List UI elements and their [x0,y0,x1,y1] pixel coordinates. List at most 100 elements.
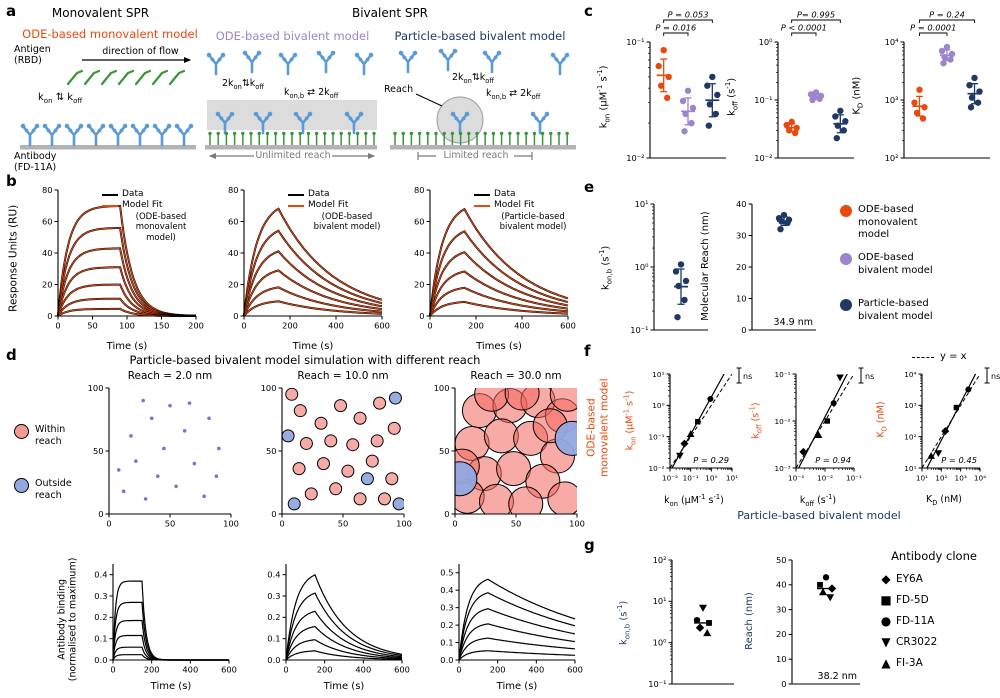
dotplot-molecular-reach: 0 10 20 30 40 34.9 nm [722,196,822,338]
legend-item-label: ODE-based monovalent model [858,204,918,240]
svg-text:200: 200 [490,665,506,675]
unlimited-reach-label: Unlimited reach [255,150,331,161]
sensor-surface-left [20,145,196,150]
chart-b3: 0 20 40 60 80 0 200 400 600 [414,185,576,331]
particle-positions-reach-10: 0 50 100 0 50 100 [258,383,412,534]
svg-text:100: 100 [434,383,450,393]
svg-text:60: 60 [42,216,53,226]
svg-text:10²: 10² [904,432,916,441]
svg-text:0.4: 0.4 [267,569,280,579]
svg-text:80: 80 [228,185,239,195]
legend-item-label: ODE-based bivalent model [858,252,933,276]
svg-text:600: 600 [394,665,410,675]
outside-reach-circle-icon [14,478,29,493]
chart-d3s: 0 50 100 0 50 100 [434,383,585,529]
direction-of-flow-label: direction of flow [102,46,179,57]
svg-text:P < 0.0001: P < 0.0001 [781,23,827,33]
panel-label-g: g [584,536,595,554]
dotplot-konb-clones: 10⁻¹ 10⁰ 10¹ 10² [636,552,740,692]
svg-text:400: 400 [355,665,371,675]
svg-text:10⁻¹: 10⁻¹ [648,679,666,689]
binding-curves-reach-2: 0.0 0.1 0.2 0.3 0.4 0 200 400 600 [85,558,237,680]
within-reach-label: Within reach [35,424,66,447]
svg-text:10¹: 10¹ [904,464,916,473]
svg-text:10⁻¹: 10⁻¹ [648,432,664,441]
svg-text:100: 100 [88,383,104,393]
svg-text:200: 200 [468,321,484,331]
panel-label-e: e [584,178,595,196]
panel-d-binding-ylabel: Antibody binding (normalised to maximum) [56,557,79,682]
f3-xlabel: KD (nM) [925,494,962,507]
svg-text:0: 0 [106,519,111,529]
antibody-fd11a-label: Antibody (FD-11A) [14,151,57,174]
svg-text:600: 600 [221,665,237,675]
legend-item-label: Particle-based bivalent model [858,298,933,322]
svg-text:0.2: 0.2 [440,620,453,630]
svg-text:0.2: 0.2 [94,612,107,622]
chart-d3c: 0.0 0.1 0.2 0.3 0.4 0.5 0 200 400 600 [440,564,583,675]
chart-f1: P = 0.29 ns 10⁻² 10⁻¹ 10⁰ 10¹ 10⁻² 10⁻¹ 10⁰ 10¹ [648,367,752,483]
legend-data-label: Data [494,189,516,199]
chart-g2: 0 10 20 30 40 50 38.2 nm [776,555,860,689]
svg-text:0: 0 [110,665,115,675]
svg-text:200: 200 [282,321,298,331]
svg-text:0: 0 [55,321,60,331]
legend-item-ey6a: ◆ EY6A [876,572,923,586]
svg-text:10: 10 [736,293,747,303]
svg-text:0: 0 [444,509,449,519]
svg-text:400: 400 [182,665,198,675]
legend-outside-reach: Outside reach [14,478,86,502]
svg-text:10⁻¹: 10⁻¹ [846,474,862,483]
svg-text:200: 200 [317,665,333,675]
legend-b3: Data Model Fit (Particle-based bivalent … [474,189,574,233]
reach-10-title: Reach = 10.0 nm [297,370,389,382]
svg-text:10⁰: 10⁰ [759,37,774,47]
chart-b1: 0 20 40 60 80 0 50 100 150 200 [42,185,204,331]
b1-xlabel: Time (s) [106,341,148,352]
d1-time-label: Time (s) [150,681,192,692]
particle-positions-reach-30: 0 50 100 0 50 100 [431,383,585,534]
svg-text:10⁰: 10⁰ [653,637,668,647]
chart-g1: 10⁻¹ 10⁰ 10¹ 10² [648,555,734,689]
e2-ylabel: Molecular Reach (nm) [700,211,711,321]
svg-text:0.0: 0.0 [440,655,453,665]
svg-text:100: 100 [119,321,135,331]
scatter-kd-comparison: P = 0.45 ns 10¹ 10² 10³ 10⁴ 10¹ 10² 10³ 10⁴ [888,360,1000,492]
reach-label: Reach [384,84,414,95]
svg-text:10⁻²: 10⁻² [648,464,664,473]
svg-text:10⁻¹: 10⁻¹ [754,95,772,105]
svg-text:20: 20 [42,279,53,289]
svg-text:20: 20 [414,279,425,289]
svg-text:P= 0.995: P= 0.995 [797,10,835,20]
svg-text:10⁻³: 10⁻³ [788,474,804,483]
svg-text:400: 400 [328,321,344,331]
svg-text:40: 40 [776,580,787,590]
svg-text:10¹: 10¹ [653,596,667,606]
diamond-marker-icon: ◆ [881,572,891,586]
chart-f3: P = 0.45 ns 10¹ 10² 10³ 10⁴ 10¹ 10² 10³ 10⁴ [904,367,1000,483]
legend-b2: Data Model Fit (ODE-based bivalent model… [288,189,388,233]
svg-text:P = 0.0001: P = 0.0001 [910,23,956,33]
svg-text:400: 400 [528,665,544,675]
particle-rates-label-1: 2kon⇅koff [452,72,494,85]
svg-text:0: 0 [279,519,284,529]
clone-name: FD-11A [896,615,935,627]
svg-text:0.1: 0.1 [440,637,453,647]
svg-text:0: 0 [456,665,461,675]
sensorgram-monovalent-fit: 0 20 40 60 80 0 50 100 150 200 [30,184,204,338]
svg-text:30: 30 [776,604,787,614]
svg-text:50: 50 [87,321,98,331]
svg-text:10⁻²: 10⁻² [817,474,833,483]
f1-xlabel: kon (μM-1 s-1) [664,493,724,509]
panel-label-b: b [6,172,17,190]
svg-text:10²: 10² [935,474,947,483]
legend-b1: Data Model Fit (ODE-based monovalent mod… [102,189,202,243]
svg-text:600: 600 [560,321,576,331]
f3-ylabel: KD (nM) [875,401,889,438]
svg-text:10¹: 10¹ [916,474,928,483]
svg-text:10⁻¹: 10⁻¹ [774,370,790,379]
fit-line-swatch [288,204,304,207]
c1-ylabel: kon (μM-1 s-1) [596,65,612,129]
fit-line-swatch [102,204,118,207]
legend-data-label: Data [122,189,144,199]
